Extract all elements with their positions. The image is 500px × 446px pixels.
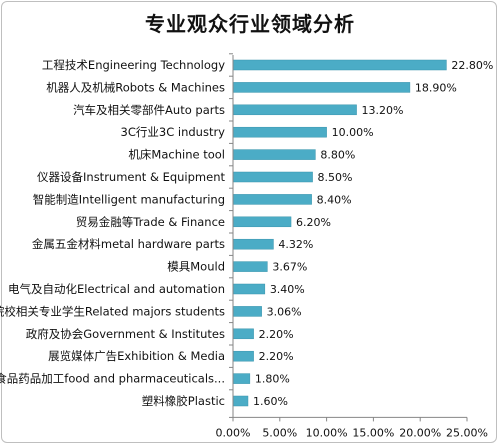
bar [232, 395, 249, 407]
data-label: 6.20% [296, 216, 331, 229]
data-label: 8.80% [320, 149, 355, 162]
category-label: 院校相关专业学生Related majors students [0, 304, 225, 318]
data-label: 8.40% [317, 193, 352, 206]
category-label: 模具Mould [167, 260, 225, 274]
data-label: 10.00% [332, 126, 374, 139]
category-label: 机床Machine tool [128, 148, 225, 162]
x-tick-label: 20.00% [399, 426, 441, 439]
bar [232, 126, 327, 138]
bar [232, 306, 262, 317]
data-label: 2.20% [259, 328, 294, 341]
bar [232, 283, 266, 295]
bar [232, 238, 274, 250]
data-label: 2.20% [259, 350, 294, 363]
data-label: 4.32% [278, 238, 313, 251]
bar [232, 171, 313, 183]
category-label: 智能制造Intelligent manufacturing [33, 192, 225, 206]
bar [232, 373, 251, 384]
x-tick-label: 15.00% [352, 426, 394, 439]
category-label: 仪器设备Instrument & Equipment [37, 170, 225, 184]
x-tick-label: 5.00% [262, 426, 297, 439]
data-label: 8.50% [318, 171, 353, 184]
chart-title: 专业观众行业领域分析 [145, 12, 355, 36]
bar [232, 149, 316, 160]
data-label: 1.80% [255, 373, 290, 386]
category-label: 政府及协会Government & Institutes [26, 327, 225, 341]
category-label: 金属五金材料metal hardware parts [32, 237, 225, 251]
data-label: 22.80% [451, 59, 493, 72]
category-label: 展览媒体广告Exhibition & Media [48, 349, 225, 363]
category-label: 贸易金融等Trade & Finance [76, 215, 225, 229]
category-label: 机器人及机械Robots & Machines [46, 80, 225, 94]
category-label: 汽车及相关零部件Auto parts [73, 103, 225, 117]
bar [232, 328, 254, 340]
x-tick-label: 10.00% [306, 426, 348, 439]
data-label: 3.06% [267, 305, 302, 318]
bars-layer: 22.80% 18.90% 13.20% 10.00% 8.80% 8.50% 8.40% 6… [232, 59, 493, 408]
x-tick-label: 0.00% [216, 426, 251, 439]
bar [232, 216, 292, 228]
axis-layer: 工程技术Engineering Technology 机器人及机械Robots &… [0, 53, 488, 439]
bar [232, 104, 357, 116]
x-tick-label: 25.00% [446, 426, 488, 439]
data-label: 18.90% [415, 81, 457, 94]
category-label: 3C行业3C industry [121, 125, 226, 139]
bar [232, 261, 268, 272]
data-label: 1.60% [253, 395, 288, 408]
bar [232, 59, 447, 71]
category-label: 工程技术Engineering Technology [42, 58, 225, 72]
bar [232, 82, 411, 93]
category-label: 食品药品加工food and pharmaceuticals... [0, 372, 225, 386]
data-label: 3.40% [270, 283, 305, 296]
data-label: 13.20% [362, 104, 404, 117]
category-label: 塑料橡胶Plastic [142, 394, 225, 408]
category-label: 电气及自动化Electrical and automation [8, 282, 225, 296]
data-label: 3.67% [272, 261, 307, 274]
bar [232, 194, 312, 205]
bar [232, 350, 254, 362]
